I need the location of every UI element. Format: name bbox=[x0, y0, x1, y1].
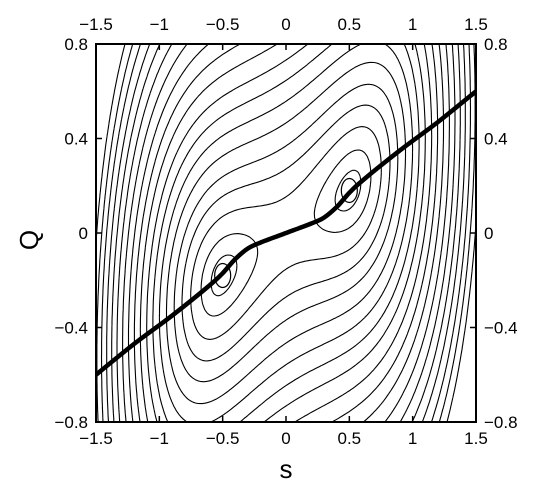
x-tick-label-bottom-6: 1.5 bbox=[464, 429, 488, 448]
minimum-marker-1 bbox=[340, 177, 358, 204]
contour-dashed-0 bbox=[200, 149, 372, 317]
minima-markers bbox=[214, 177, 358, 289]
y-tick-label-right-0: 0.8 bbox=[484, 35, 508, 54]
contour-dashed-4 bbox=[139, 44, 433, 422]
reaction-path-line bbox=[96, 89, 476, 378]
contour-dashed-3 bbox=[152, 44, 420, 422]
x-tick-label-bottom-1: −1 bbox=[150, 429, 169, 448]
x-tick-label-bottom-5: 1 bbox=[408, 429, 417, 448]
minimum-marker-0 bbox=[214, 262, 232, 289]
contour-solid-1 bbox=[190, 126, 382, 340]
y-tick-label-right-4: −0.8 bbox=[484, 413, 518, 432]
y-tick-label-left-3: −0.4 bbox=[54, 319, 88, 338]
x-tick-label-bottom-2: −0.5 bbox=[206, 429, 240, 448]
y-tick-label-right-3: −0.4 bbox=[484, 319, 518, 338]
y-tick-label-left-2: 0 bbox=[79, 224, 88, 243]
contour-solid-4 bbox=[146, 44, 426, 422]
contour-dashed-2 bbox=[165, 61, 407, 405]
x-tick-label-top-5: 1 bbox=[408, 15, 417, 34]
contour-solid-3 bbox=[158, 44, 414, 422]
x-tick-label-bottom-0: −1.5 bbox=[79, 429, 113, 448]
contour-solid-7 bbox=[111, 44, 461, 422]
contour-solid-9 bbox=[96, 44, 476, 422]
y-axis-label: Q bbox=[14, 230, 44, 250]
contour-lines bbox=[96, 44, 476, 422]
contour-solid-0 bbox=[210, 169, 362, 297]
x-tick-label-bottom-3: 0 bbox=[281, 429, 290, 448]
x-axis-label: s bbox=[280, 454, 293, 484]
x-tick-label-bottom-4: 0.5 bbox=[338, 429, 362, 448]
contour-dashed-5 bbox=[127, 44, 445, 422]
contour-solid-5 bbox=[133, 44, 439, 422]
contour-solid-8 bbox=[100, 44, 472, 422]
x-tick-label-top-4: 0.5 bbox=[338, 15, 362, 34]
contour-solid-2 bbox=[173, 83, 399, 383]
y-tick-label-right-1: 0.4 bbox=[484, 130, 508, 149]
y-tick-label-left-4: −0.8 bbox=[54, 413, 88, 432]
x-tick-label-top-6: 1.5 bbox=[464, 15, 488, 34]
y-tick-label-left-0: 0.8 bbox=[64, 35, 88, 54]
axis-ticks bbox=[95, 43, 477, 423]
contour-solid-6 bbox=[122, 44, 450, 422]
contour-dashed-6 bbox=[116, 44, 456, 422]
x-tick-label-top-0: −1.5 bbox=[79, 15, 113, 34]
y-tick-label-right-2: 0 bbox=[484, 224, 493, 243]
x-tick-label-top-3: 0 bbox=[281, 15, 290, 34]
contour-dashed-1 bbox=[181, 104, 391, 362]
y-tick-label-left-1: 0.4 bbox=[64, 130, 88, 149]
x-tick-label-top-2: −0.5 bbox=[206, 15, 240, 34]
x-tick-label-top-1: −1 bbox=[150, 15, 169, 34]
contour-dashed-7 bbox=[106, 44, 466, 422]
